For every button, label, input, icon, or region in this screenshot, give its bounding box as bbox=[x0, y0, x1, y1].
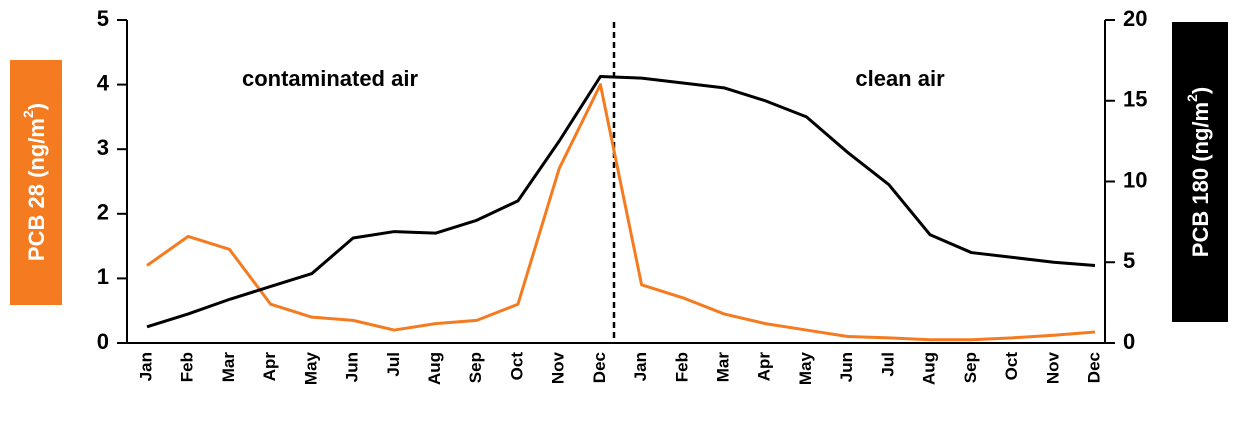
x-tick-label: Sep bbox=[961, 352, 980, 383]
y-axis-title-close: ) bbox=[24, 103, 49, 110]
x-tick-label: May bbox=[301, 351, 320, 385]
y-axis-title: PCB 28 (ng/m2) bbox=[20, 103, 49, 261]
y2-tick-label: 15 bbox=[1123, 87, 1147, 112]
y2-tick-label: 20 bbox=[1123, 6, 1147, 31]
x-tick-label: Oct bbox=[507, 352, 526, 381]
x-tick-label: Dec bbox=[1084, 352, 1103, 383]
x-tick-label: Apr bbox=[755, 352, 774, 382]
x-tick-label: Oct bbox=[1002, 352, 1021, 381]
x-tick-label: Feb bbox=[672, 352, 691, 382]
x-tick-label: Mar bbox=[714, 352, 733, 383]
y2-label-box bbox=[1172, 22, 1228, 322]
x-tick-label: Sep bbox=[466, 352, 485, 383]
x-tick-label: Nov bbox=[1043, 351, 1062, 384]
y-tick-label: 1 bbox=[97, 264, 109, 289]
y2-axis-title-text: PCB 180 (ng/m bbox=[1188, 102, 1213, 257]
y-tick-label: 0 bbox=[97, 329, 109, 354]
y-tick-label: 3 bbox=[97, 135, 109, 160]
y2-tick-label: 0 bbox=[1123, 329, 1135, 354]
y-axis-title-text: PCB 28 (ng/m bbox=[24, 118, 49, 261]
x-tick-label: Apr bbox=[260, 352, 279, 382]
x-tick-label: Jan bbox=[631, 352, 650, 381]
annotation: contaminated air bbox=[242, 66, 418, 91]
y2-tick-label: 10 bbox=[1123, 167, 1147, 192]
y-label-box bbox=[10, 60, 62, 305]
x-tick-label: Nov bbox=[549, 351, 568, 384]
series-line bbox=[146, 83, 1096, 342]
x-tick-label: Jun bbox=[837, 352, 856, 382]
x-tick-label: Aug bbox=[425, 352, 444, 385]
y-axis-title-sup: 2 bbox=[20, 110, 36, 118]
y-tick-label: 5 bbox=[97, 6, 109, 31]
x-tick-label: Mar bbox=[219, 352, 238, 383]
y2-axis-title-close: ) bbox=[1188, 87, 1213, 94]
x-tick-label: Dec bbox=[590, 352, 609, 383]
x-tick-label: Jan bbox=[136, 352, 155, 381]
y2-axis-title: PCB 180 (ng/m2) bbox=[1184, 87, 1213, 257]
x-tick-label: Aug bbox=[920, 352, 939, 385]
y2-tick-label: 5 bbox=[1123, 248, 1135, 273]
x-tick-label: Jun bbox=[343, 352, 362, 382]
x-tick-label: May bbox=[796, 351, 815, 385]
y2-axis-title-sup: 2 bbox=[1184, 94, 1200, 102]
y-tick-label: 4 bbox=[97, 70, 110, 95]
x-tick-label: Feb bbox=[178, 352, 197, 382]
annotation: clean air bbox=[855, 66, 945, 91]
series-line bbox=[146, 75, 1096, 329]
x-tick-label: Jul bbox=[878, 352, 897, 377]
y-tick-label: 2 bbox=[97, 200, 109, 225]
x-tick-label: Jul bbox=[384, 352, 403, 377]
